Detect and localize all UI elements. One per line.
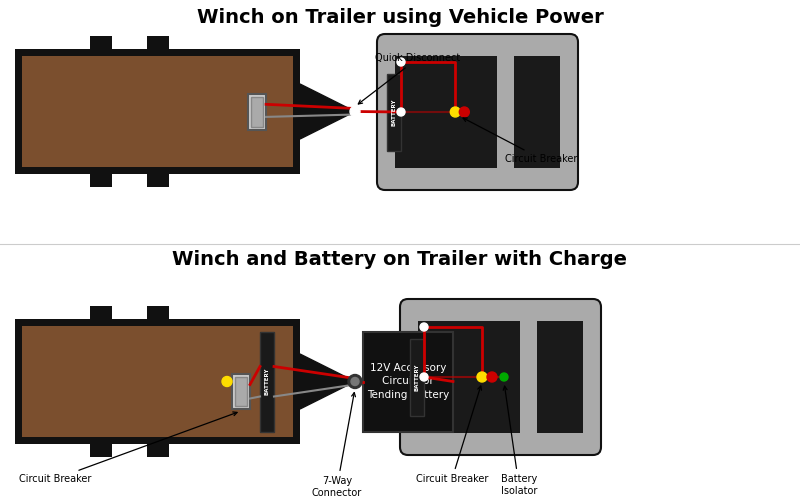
Bar xyxy=(387,74,401,151)
Text: BATTERY: BATTERY xyxy=(391,98,397,126)
Circle shape xyxy=(397,58,405,66)
Text: Winch and Battery on Trailer with Charge: Winch and Battery on Trailer with Charge xyxy=(173,250,627,269)
Text: Circuit Breaker: Circuit Breaker xyxy=(416,386,488,484)
Bar xyxy=(22,56,293,167)
Bar xyxy=(395,56,497,168)
Circle shape xyxy=(350,106,360,116)
Bar xyxy=(410,339,424,415)
Circle shape xyxy=(397,108,405,116)
Bar xyxy=(90,173,111,187)
Text: BATTERY: BATTERY xyxy=(265,368,270,395)
Bar xyxy=(90,36,111,50)
Circle shape xyxy=(459,107,470,117)
Bar xyxy=(514,56,560,168)
Circle shape xyxy=(348,374,362,389)
Polygon shape xyxy=(300,84,355,139)
Circle shape xyxy=(420,373,428,381)
Bar xyxy=(15,319,300,444)
Text: 7-Way
Connector: 7-Way Connector xyxy=(312,393,362,497)
Bar xyxy=(537,321,583,433)
Bar xyxy=(235,377,247,406)
Circle shape xyxy=(487,372,497,382)
Text: Battery
Isolator: Battery Isolator xyxy=(501,386,537,495)
Text: Circuit Breaker: Circuit Breaker xyxy=(19,412,237,484)
Polygon shape xyxy=(300,354,355,409)
Circle shape xyxy=(351,377,359,386)
Bar xyxy=(520,321,537,433)
FancyBboxPatch shape xyxy=(400,299,601,455)
Text: BATTERY: BATTERY xyxy=(414,363,419,391)
Circle shape xyxy=(222,376,232,387)
Bar xyxy=(146,173,169,187)
Bar xyxy=(363,332,453,431)
Bar xyxy=(146,36,169,50)
Circle shape xyxy=(500,373,508,381)
Bar xyxy=(90,306,111,320)
Bar xyxy=(146,306,169,320)
Circle shape xyxy=(477,372,487,382)
Bar xyxy=(418,321,520,433)
Bar xyxy=(232,374,250,409)
Text: Quick Disconnect: Quick Disconnect xyxy=(358,53,460,104)
Bar xyxy=(260,332,274,431)
Bar xyxy=(248,94,266,130)
Text: 12V Accessory
Circuit for
Tending Battery: 12V Accessory Circuit for Tending Batter… xyxy=(367,363,449,400)
Bar xyxy=(15,49,300,174)
Bar xyxy=(146,443,169,457)
Bar xyxy=(251,96,263,127)
Circle shape xyxy=(420,323,428,331)
Text: Circuit Breaker: Circuit Breaker xyxy=(463,118,578,164)
Circle shape xyxy=(450,107,460,117)
Bar xyxy=(22,326,293,437)
Text: Winch on Trailer using Vehicle Power: Winch on Trailer using Vehicle Power xyxy=(197,8,603,27)
Bar xyxy=(90,443,111,457)
FancyBboxPatch shape xyxy=(377,34,578,190)
Bar xyxy=(497,56,514,168)
